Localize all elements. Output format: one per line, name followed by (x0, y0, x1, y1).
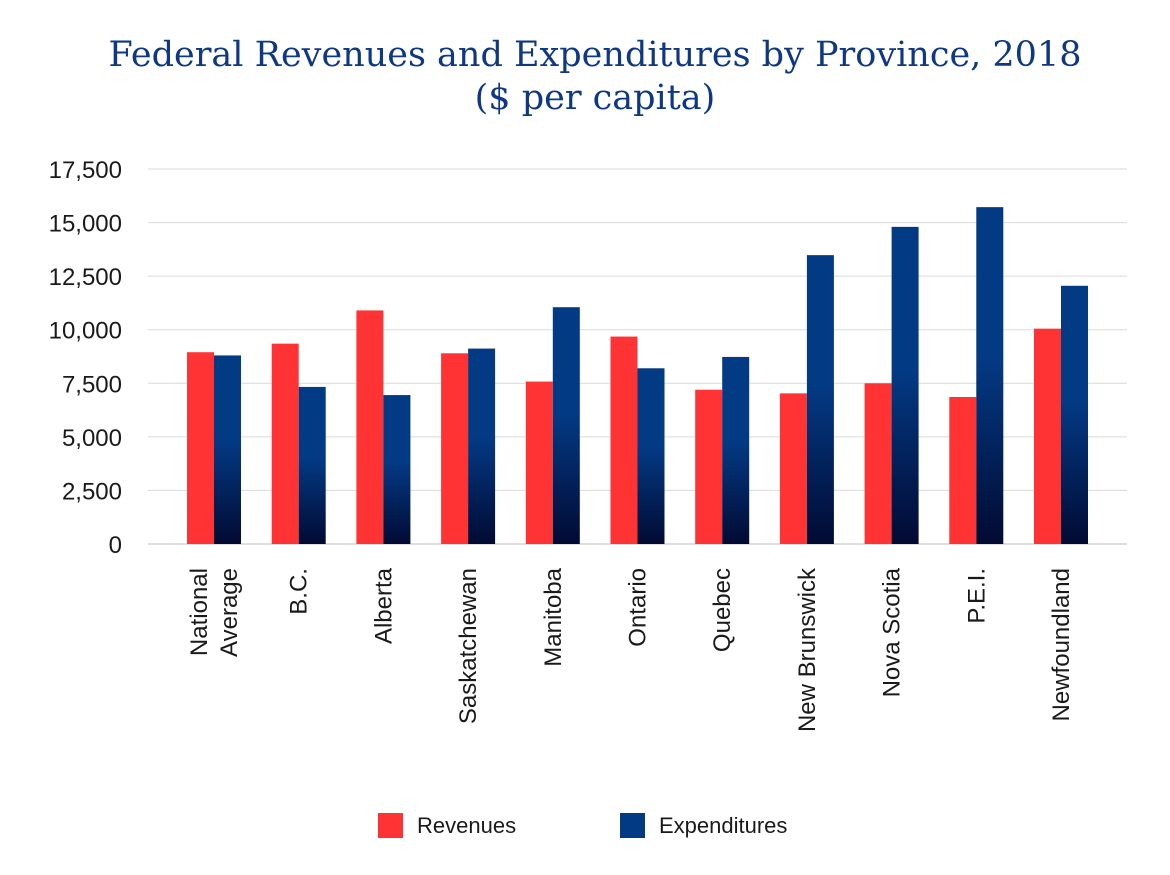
bar-revenues (441, 353, 469, 544)
bar-expenditures (806, 255, 834, 544)
bar-revenues (271, 343, 299, 544)
x-tick-label: New Brunswick (794, 567, 821, 732)
bar-expenditures (298, 386, 326, 544)
y-tick-label: 2,500 (62, 478, 122, 505)
bar-expenditures (214, 355, 241, 544)
bars (187, 207, 1088, 544)
x-tick-label: Ontario (625, 568, 652, 647)
bar-expenditures (976, 207, 1004, 544)
bar-revenues (187, 352, 214, 544)
x-axis: National Average B.C. Alberta Saskatchewan Ma… (186, 567, 1075, 732)
y-tick-label: 15,000 (49, 211, 122, 238)
x-tick-label: B.C. (286, 568, 313, 615)
x-tick-label: P.E.I. (963, 568, 990, 624)
legend-swatch-expenditures (620, 813, 645, 838)
bar-expenditures (722, 356, 750, 544)
bar-expenditures (552, 307, 580, 544)
x-tick-label: Nova Scotia (879, 567, 906, 697)
bar-revenues (949, 397, 977, 544)
y-tick-label: 10,000 (49, 318, 122, 345)
chart-title-line-2: ($ per capita) (474, 78, 716, 118)
bar-revenues (695, 389, 723, 544)
bar-revenues (1034, 328, 1061, 544)
bar-revenues (356, 310, 384, 544)
y-tick-label: 7,500 (62, 371, 122, 398)
x-tick-label: Alberta (370, 567, 397, 644)
y-axis: 0 2,500 5,000 7,500 10,000 12,500 15,000 17,500 (49, 157, 122, 559)
legend-label: Expenditures (659, 813, 787, 838)
bar-revenues (864, 383, 892, 544)
bar-expenditures (1061, 285, 1088, 544)
legend-label: Revenues (417, 813, 516, 838)
bar-expenditures (468, 348, 496, 544)
x-tick-label: Manitoba (540, 567, 567, 666)
legend: Revenues Expenditures (378, 813, 787, 838)
y-tick-label: 0 (109, 532, 122, 559)
y-tick-label: 5,000 (62, 425, 122, 452)
x-tick-label: Newfoundland (1048, 568, 1075, 721)
bar-revenues (779, 393, 807, 544)
x-tick-label: National (186, 568, 213, 656)
bar-revenues (525, 381, 553, 544)
chart-title-line-1: Federal Revenues and Expenditures by Pro… (108, 35, 1082, 75)
x-tick-label: Average (216, 568, 243, 657)
bar-expenditures (383, 395, 411, 544)
bar-revenues (610, 336, 638, 544)
legend-swatch-revenues (378, 813, 403, 838)
x-tick-label: Quebec (709, 568, 736, 652)
y-tick-label: 17,500 (49, 157, 122, 184)
y-tick-label: 12,500 (49, 264, 122, 291)
x-tick-label: Saskatchewan (455, 568, 482, 724)
bar-expenditures (637, 368, 665, 544)
bar-expenditures (891, 226, 919, 544)
chart-title: Federal Revenues and Expenditures by Pro… (0, 34, 1170, 120)
